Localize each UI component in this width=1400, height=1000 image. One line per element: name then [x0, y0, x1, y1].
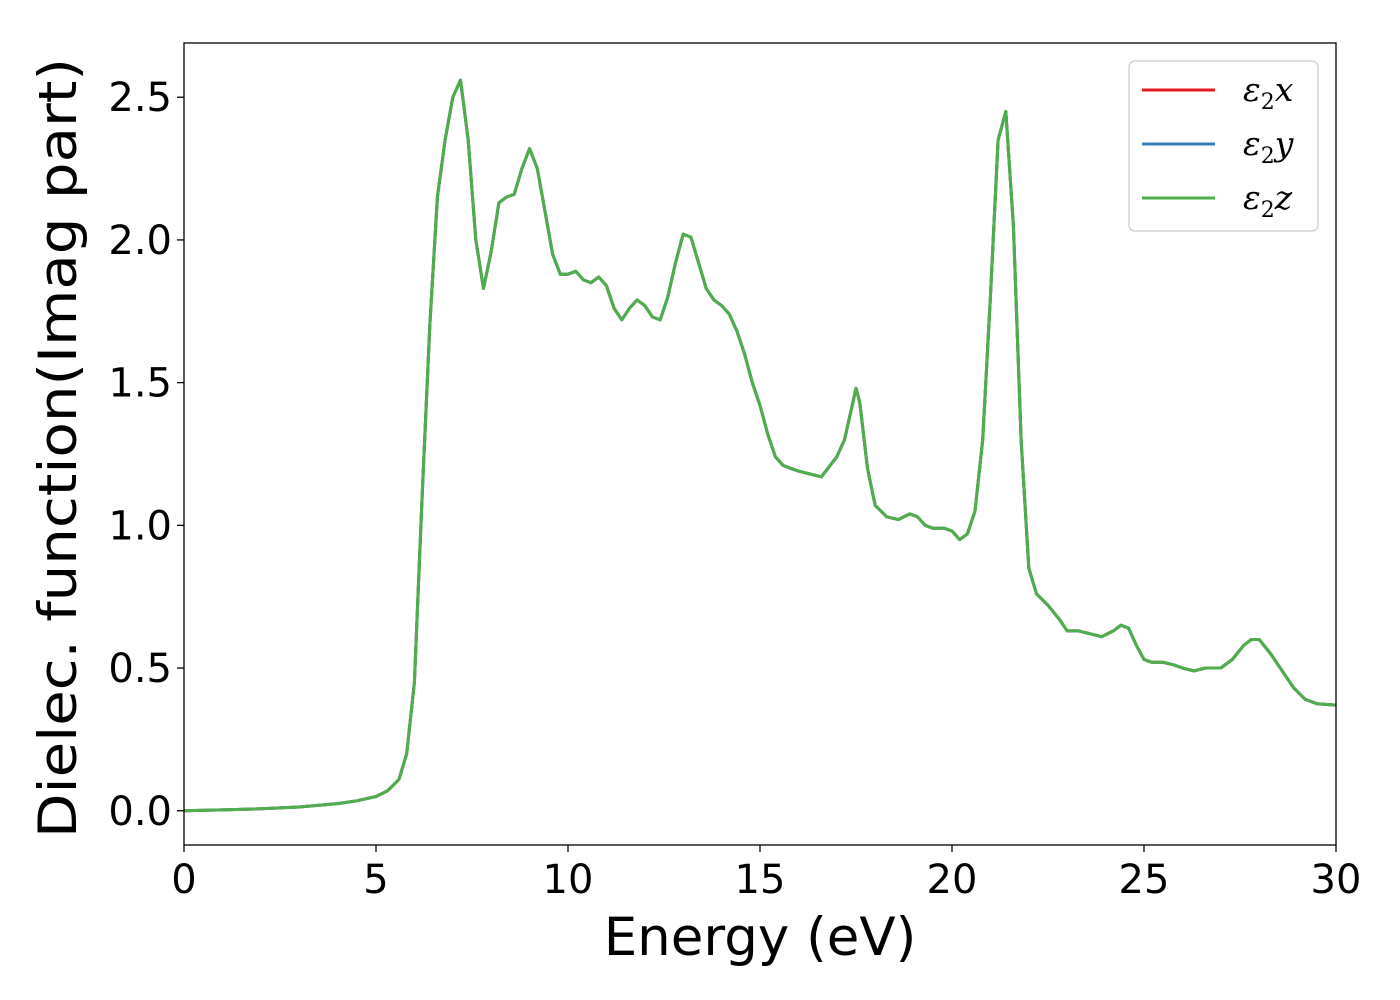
x-tick-label: 0: [171, 857, 196, 903]
x-tick-label: 25: [1119, 857, 1170, 903]
x-tick-label: 5: [363, 857, 388, 903]
y-axis-ticks: 0.0 0.5 1.0 1.5 2.0 2.5: [108, 75, 184, 835]
legend: ε2x ε2y ε2z: [1128, 60, 1319, 232]
legend-label-x: ε2x: [1243, 70, 1294, 115]
x-tick-label: 15: [735, 857, 786, 903]
y-axis-title: Dielec. function(Imag part): [28, 58, 89, 838]
y-tick-label: 0.0: [108, 789, 172, 835]
x-axis-title: Energy (eV): [604, 907, 917, 968]
y-tick-label: 1.0: [108, 503, 172, 549]
y-tick-label: 0.5: [108, 646, 172, 692]
x-tick-label: 20: [927, 857, 978, 903]
y-tick-label: 1.5: [108, 361, 172, 407]
x-axis-ticks: 0 5 10 15 20 25 30: [171, 845, 1361, 903]
series-line-z: [183, 78, 1337, 813]
y-tick-label: 2.5: [108, 75, 172, 121]
legend-label-z: ε2z: [1243, 178, 1293, 223]
plot-lines: [183, 78, 1337, 813]
legend-label-y: ε2y: [1243, 124, 1294, 169]
y-tick-label: 2.0: [108, 218, 172, 264]
x-tick-label: 30: [1311, 857, 1362, 903]
legend-box: [1128, 60, 1319, 232]
x-tick-label: 10: [543, 857, 594, 903]
